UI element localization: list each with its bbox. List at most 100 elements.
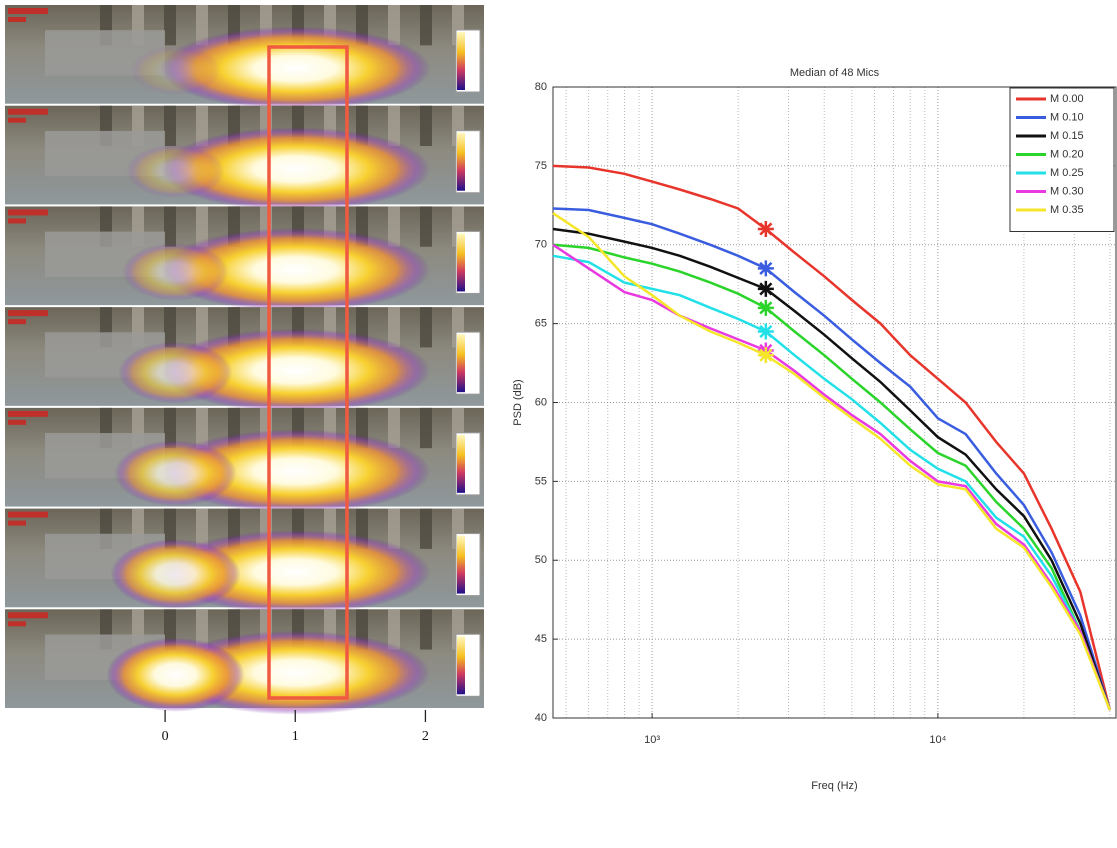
machinery (196, 407, 208, 449)
heat-blob (130, 45, 221, 96)
machinery (420, 206, 432, 247)
overlay-text (8, 17, 26, 22)
heat-blob (160, 429, 431, 514)
machinery (388, 508, 400, 549)
machinery (420, 307, 432, 348)
plot-frame (552, 86, 1117, 719)
machinery (196, 5, 208, 46)
overlay-text (8, 621, 26, 627)
line-chart: 40 45 50 55 60 65 70 75 80 10³ 10⁴ M 0.00 M 0.10 M 0.… (512, 67, 1117, 792)
y-tick-label: 70 (535, 239, 547, 251)
machinery (196, 206, 208, 247)
overlay-text (8, 410, 48, 417)
heat-blob (160, 26, 431, 111)
y-tick-label: 45 (535, 633, 547, 645)
legend-label: M 0.20 (1050, 148, 1084, 160)
machinery (196, 609, 208, 650)
colorbar (457, 233, 465, 292)
series-line (552, 164, 1112, 711)
overlay-text (8, 209, 48, 216)
highlight-marker (757, 280, 774, 297)
machinery (164, 508, 176, 549)
machinery (388, 105, 400, 146)
machinery (388, 5, 400, 46)
machinery (196, 307, 208, 348)
heat-blob (160, 227, 431, 312)
highlight-marker (757, 220, 774, 237)
machinery (164, 407, 176, 449)
heat-blob (118, 341, 233, 404)
legend-label: M 0.00 (1050, 93, 1084, 105)
machinery (164, 5, 176, 46)
y-tick-label: 80 (535, 81, 547, 93)
heat-blob (160, 328, 431, 413)
legend-label: M 0.25 (1050, 167, 1084, 179)
colorbar (457, 535, 465, 594)
machinery (388, 206, 400, 247)
highlight-marker (757, 323, 774, 340)
colorbar (457, 334, 465, 393)
series-line (552, 212, 1112, 711)
y-tick-label: 75 (535, 160, 547, 172)
y-tick-label: 40 (535, 712, 547, 724)
x-tick-label: 10³ (644, 734, 660, 746)
machinery (420, 407, 432, 449)
heat-blob (126, 144, 225, 199)
x-tick-label: 0 (162, 729, 169, 744)
x-tick-label: 2 (422, 729, 429, 744)
highlight-marker (757, 347, 774, 364)
overlay-text (8, 218, 26, 224)
series-line (552, 254, 1112, 711)
colorbar (457, 32, 465, 90)
x-axis-label: Freq (Hz) (811, 780, 857, 792)
series-line (552, 227, 1112, 711)
y-tick-label: 65 (535, 318, 547, 330)
highlight-box (267, 45, 349, 700)
machinery (196, 508, 208, 549)
x-tick-label: 10⁴ (929, 734, 946, 746)
y-tick-label: 50 (535, 554, 547, 566)
image-panel: 0 1 2 (5, 5, 484, 744)
machinery (420, 105, 432, 146)
overlay-text (8, 108, 48, 115)
y-tick-label: 60 (535, 396, 547, 408)
machinery (420, 609, 432, 650)
machinery (196, 105, 208, 146)
chart-title: Median of 48 Mics (790, 67, 880, 79)
heat-blob (110, 539, 241, 610)
overlay-text (8, 319, 26, 325)
machinery (420, 5, 432, 46)
legend-label: M 0.10 (1050, 111, 1084, 123)
overlay-text (8, 520, 26, 526)
series-line (552, 243, 1112, 711)
machinery (420, 508, 432, 549)
overlay-text (8, 511, 48, 518)
series-line (552, 243, 1112, 711)
legend-box (1009, 87, 1115, 232)
colorbar (457, 132, 465, 191)
legend-label: M 0.35 (1050, 204, 1084, 216)
legend-label: M 0.15 (1050, 130, 1084, 142)
machinery (164, 206, 176, 247)
machinery (164, 105, 176, 146)
x-tick-label: 1 (292, 729, 299, 744)
y-tick-label: 55 (535, 475, 547, 487)
machinery (388, 407, 400, 449)
heat-blob (160, 127, 431, 212)
machinery (164, 307, 176, 348)
series-line (552, 207, 1112, 711)
machinery (388, 307, 400, 348)
legend-label: M 0.30 (1050, 185, 1084, 197)
overlay-text (8, 310, 48, 317)
overlay-text (8, 419, 26, 425)
machinery (388, 609, 400, 650)
y-axis-label: PSD (dB) (512, 379, 524, 425)
overlay-text (8, 117, 26, 123)
overlay-text (8, 8, 48, 14)
highlight-marker (757, 299, 774, 316)
heat-blob (122, 242, 229, 301)
heat-blob (106, 637, 245, 712)
colorbar (457, 636, 465, 695)
colorbar (457, 434, 465, 493)
